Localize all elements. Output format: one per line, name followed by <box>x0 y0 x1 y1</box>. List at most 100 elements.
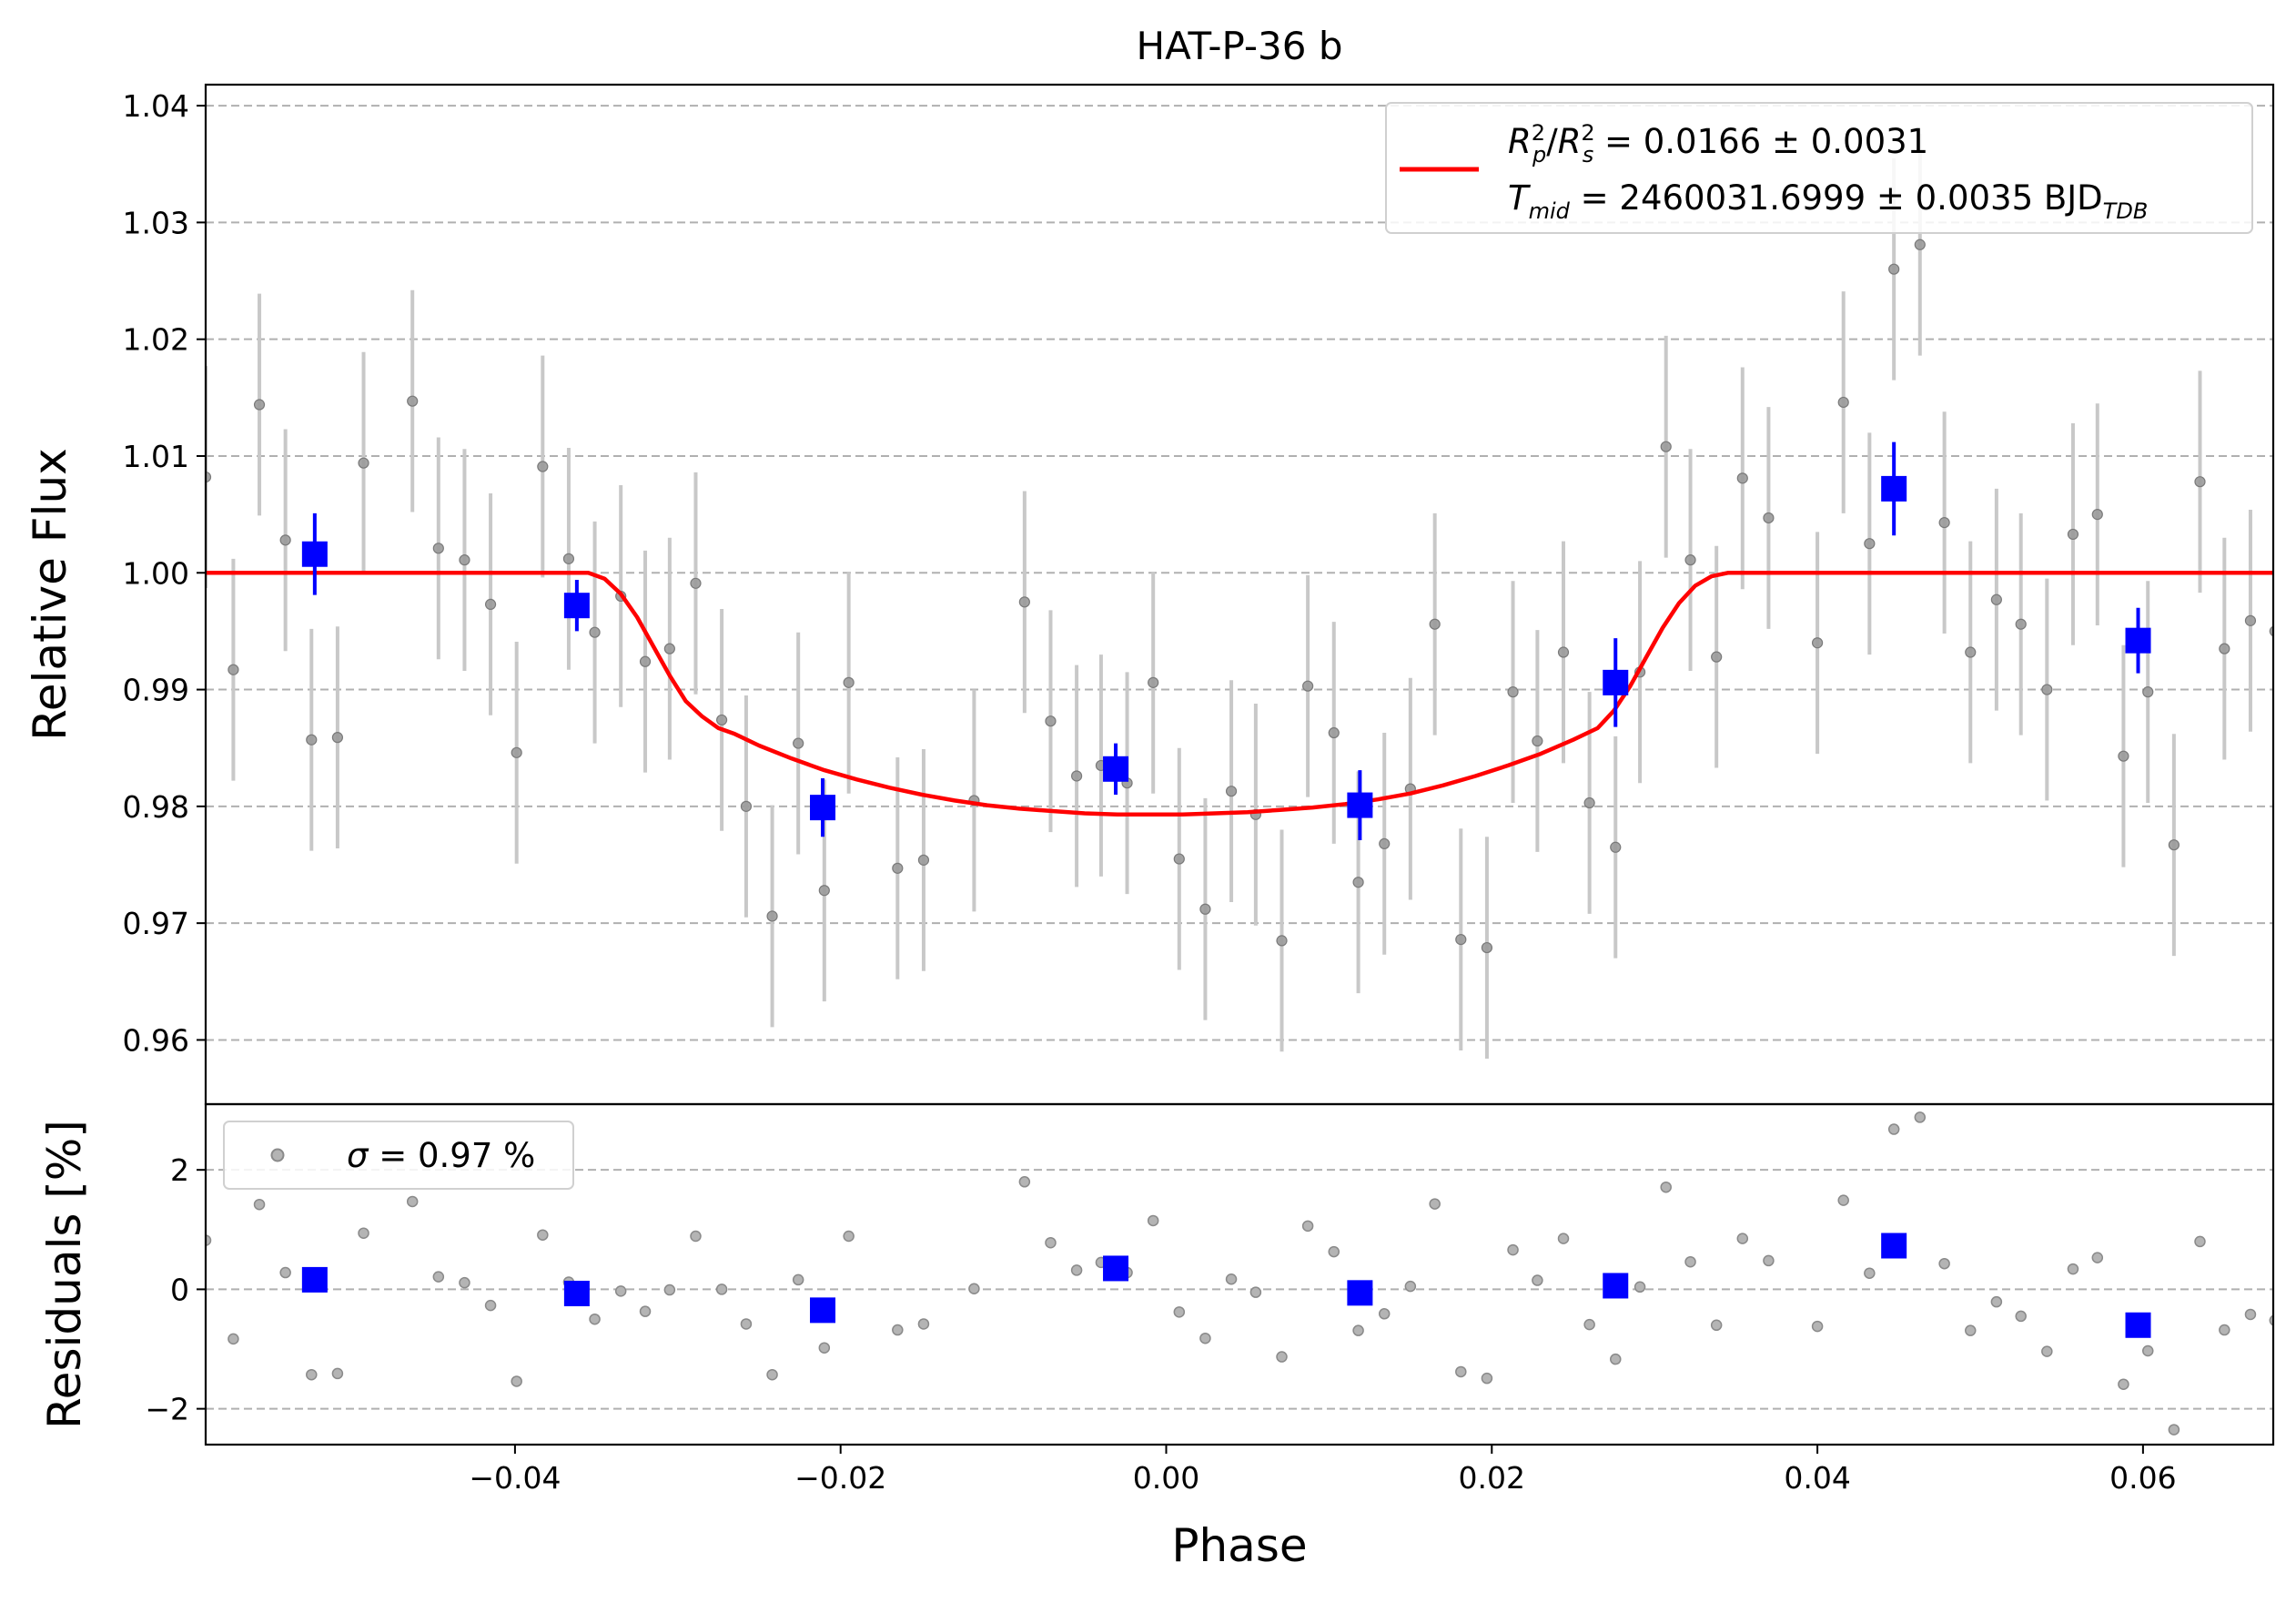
residual-point <box>2244 1308 2257 1321</box>
residuals-legend-marker <box>270 1148 285 1162</box>
residual-point <box>228 1333 239 1345</box>
residual-point <box>1610 1353 1622 1365</box>
main-y-tick-label: 0.98 <box>123 789 189 825</box>
raw-point <box>1837 396 1849 409</box>
residuals-raw-points <box>206 1111 2273 1436</box>
residual-point <box>537 1229 549 1241</box>
main-y-tick-label: 0.97 <box>123 906 189 941</box>
y-axis-label-residuals: Residuals [%] <box>38 1120 91 1429</box>
raw-point <box>2194 476 2206 488</box>
residual-point <box>1249 1286 1262 1298</box>
residual-point <box>663 1283 676 1296</box>
raw-point <box>1711 651 1723 663</box>
raw-point <box>1507 686 1519 698</box>
residuals-y-tick-label: 0 <box>170 1272 189 1307</box>
raw-point <box>1532 735 1543 747</box>
legend-rp-symbol: R <box>1508 122 1532 161</box>
raw-point <box>358 457 369 469</box>
residuals-legend-box <box>223 1121 574 1190</box>
residual-binned-point <box>1603 1273 1629 1299</box>
main-panel: 0.960.970.980.991.001.011.021.031.04 R2 p… <box>123 83 2275 1106</box>
raw-point <box>1328 726 1340 739</box>
raw-point <box>2142 686 2154 698</box>
residual-point <box>2269 1314 2273 1326</box>
residuals-legend: σ = 0.97 % <box>223 1121 574 1190</box>
raw-point <box>1481 941 1493 954</box>
raw-point <box>690 577 702 589</box>
raw-point <box>1352 877 1364 888</box>
residual-binned-point <box>1103 1255 1129 1282</box>
residual-point <box>1481 1372 1493 1385</box>
raw-point <box>2067 528 2079 541</box>
x-ticks: −0.04 −0.02 0.00 0.02 0.04 0.06 <box>469 1445 2177 1496</box>
residual-point <box>1763 1254 1775 1267</box>
raw-point <box>2219 643 2230 654</box>
raw-point <box>253 399 266 411</box>
main-binned-points <box>301 441 2151 841</box>
raw-point <box>843 676 855 688</box>
raw-point <box>1763 512 1775 524</box>
legend-sigma-symbol: σ <box>347 1136 369 1175</box>
residual-point <box>2219 1324 2230 1336</box>
residual-point <box>484 1299 497 1312</box>
raw-point <box>2091 509 2103 521</box>
residuals-axes-frame <box>204 1102 2275 1446</box>
raw-point <box>1888 263 1900 275</box>
raw-point <box>2041 684 2053 695</box>
residuals-y-tick-label: −2 <box>145 1392 189 1427</box>
raw-point <box>1199 903 1211 915</box>
raw-point <box>1455 934 1467 946</box>
residual-binned-point <box>563 1280 590 1306</box>
legend-rs-sup: 2 <box>1581 120 1594 146</box>
raw-point <box>1276 935 1288 947</box>
raw-point <box>1990 594 2002 605</box>
raw-point <box>2015 618 2027 630</box>
raw-point <box>1736 472 1748 484</box>
binned-point <box>563 593 590 619</box>
residuals-gridlines <box>206 1169 2273 1410</box>
raw-point <box>1864 538 1876 550</box>
raw-point <box>1045 715 1057 727</box>
residual-point <box>1710 1319 1723 1332</box>
residual-point <box>1938 1257 1950 1270</box>
residual-point <box>1532 1274 1543 1286</box>
residual-point <box>1225 1273 1238 1285</box>
main-y-tick-label: 1.04 <box>123 88 189 124</box>
residual-point <box>917 1318 930 1330</box>
residual-point <box>2118 1378 2129 1390</box>
residual-point <box>2141 1344 2154 1357</box>
raw-point <box>1071 770 1083 782</box>
residual-point <box>1352 1324 1364 1336</box>
residuals-legend-label: σ = 0.97 % <box>347 1136 535 1175</box>
raw-point <box>1225 786 1238 797</box>
residual-point <box>432 1271 445 1283</box>
residual-point <box>1276 1351 1288 1363</box>
raw-point <box>459 554 470 566</box>
residual-binned-point <box>2125 1312 2151 1338</box>
residual-point <box>1147 1214 1159 1227</box>
legend-tmid-value: = 2460031.6999 ± 0.0035 BJD <box>1570 178 2103 218</box>
legend-depth-value: = 0.0166 ± 0.0031 <box>1593 122 1928 161</box>
raw-point <box>2244 614 2257 626</box>
x-tick-label: −0.02 <box>794 1460 886 1496</box>
residual-point <box>1633 1281 1646 1294</box>
residual-point <box>589 1313 601 1325</box>
raw-point <box>511 746 522 758</box>
residual-point <box>2015 1310 2027 1323</box>
residual-point <box>1684 1255 1696 1268</box>
raw-point <box>206 471 212 483</box>
residual-point <box>331 1367 344 1380</box>
residual-point <box>406 1195 419 1208</box>
raw-point <box>1811 637 1824 649</box>
raw-point <box>537 461 549 472</box>
residual-point <box>1173 1306 1186 1318</box>
raw-point <box>1173 853 1185 865</box>
legend-rp-sup: 2 <box>1532 120 1545 146</box>
residual-point <box>968 1283 980 1294</box>
residual-point <box>306 1368 318 1381</box>
residual-point <box>892 1324 904 1336</box>
x-tick-label: 0.00 <box>1133 1460 1199 1496</box>
residual-point <box>740 1318 753 1330</box>
legend-rp-sub: p <box>1532 142 1546 167</box>
chart-title: HAT-P-36 b <box>1136 24 1342 68</box>
